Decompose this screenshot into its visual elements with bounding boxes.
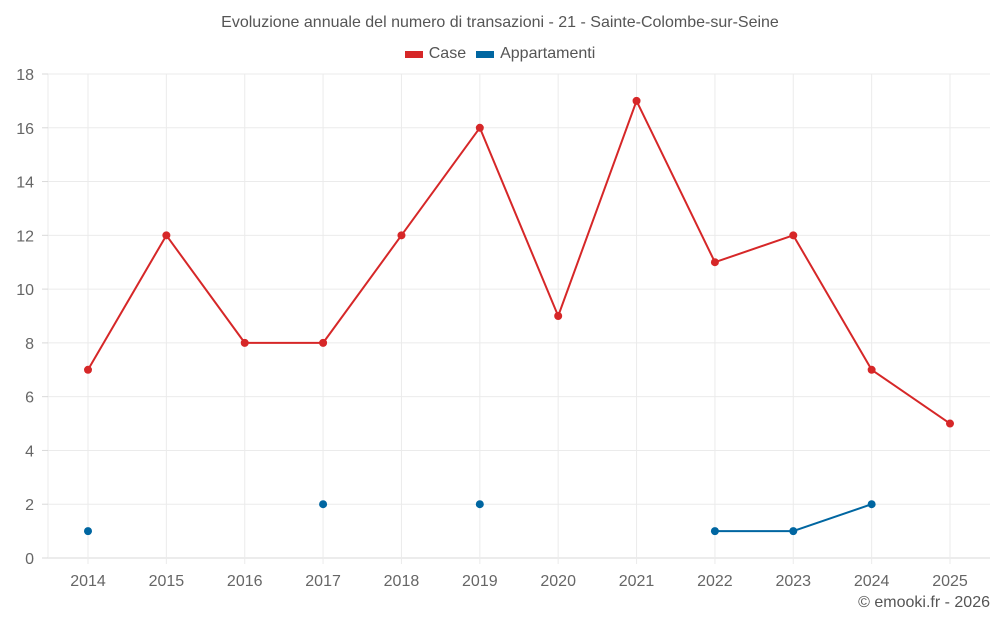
data-point-case[interactable] xyxy=(867,365,876,374)
x-tick-label: 2025 xyxy=(932,573,968,590)
data-point-appartamenti[interactable] xyxy=(789,527,798,536)
data-point-case[interactable] xyxy=(475,123,484,132)
legend-swatch-case xyxy=(404,50,423,58)
credit-text: © emooki.fr - 2026 xyxy=(858,594,990,611)
data-point-appartamenti[interactable] xyxy=(319,500,328,509)
data-series xyxy=(84,96,954,536)
x-tick-label: 2018 xyxy=(384,573,420,590)
y-tick-label: 10 xyxy=(16,282,34,299)
x-tick-label: 2021 xyxy=(619,573,655,590)
x-tick-label: 2014 xyxy=(70,573,106,590)
legend-item-appartamenti[interactable]: Appartamenti xyxy=(476,45,595,63)
y-tick-label: 18 xyxy=(16,67,34,84)
legend: Case Appartamenti xyxy=(0,45,1000,63)
x-tick-label: 2015 xyxy=(149,573,185,590)
data-point-case[interactable] xyxy=(240,338,249,347)
data-point-appartamenti[interactable] xyxy=(867,500,876,509)
y-tick-label: 6 xyxy=(25,390,34,407)
data-point-case[interactable] xyxy=(632,96,641,105)
chart-title: Evoluzione annuale del numero di transaz… xyxy=(221,14,779,31)
x-tick-label: 2016 xyxy=(227,573,263,590)
y-tick-label: 4 xyxy=(25,443,34,460)
x-tick-label: 2019 xyxy=(462,573,498,590)
data-point-appartamenti[interactable] xyxy=(475,500,484,509)
data-point-case[interactable] xyxy=(554,312,563,320)
legend-swatch-appartamenti xyxy=(476,50,495,58)
data-point-case[interactable] xyxy=(789,231,798,240)
data-point-case[interactable] xyxy=(397,231,406,240)
y-tick-label: 16 xyxy=(16,121,34,138)
y-tick-label: 0 xyxy=(25,551,34,568)
x-tick-label: 2023 xyxy=(775,573,811,590)
series-line-case xyxy=(87,99,951,425)
y-tick-label: 8 xyxy=(25,336,34,353)
legend-label-appartamenti: Appartamenti xyxy=(500,45,596,62)
grid-lines xyxy=(47,73,990,564)
x-tick-label: 2020 xyxy=(540,573,576,590)
data-point-case[interactable] xyxy=(319,338,328,347)
legend-item-case[interactable]: Case xyxy=(404,45,467,63)
data-point-appartamenti[interactable] xyxy=(710,527,719,536)
data-point-case[interactable] xyxy=(84,365,92,374)
x-tick-label: 2022 xyxy=(697,573,733,590)
axes: 0 2 4 6 8 10 12 14 16 18 2014 2015 2016 2017 2018 2019 2… xyxy=(16,67,968,590)
legend-label-case: Case xyxy=(428,45,467,62)
x-tick-label: 2024 xyxy=(854,573,890,590)
data-point-appartamenti[interactable] xyxy=(84,527,92,536)
data-point-case[interactable] xyxy=(710,258,719,267)
data-point-case[interactable] xyxy=(162,231,171,240)
y-tick-label: 2 xyxy=(25,497,34,514)
x-tick-label: 2017 xyxy=(305,573,341,590)
y-tick-label: 14 xyxy=(16,175,34,192)
y-tick-label: 12 xyxy=(16,228,34,245)
data-point-case[interactable] xyxy=(946,419,954,428)
